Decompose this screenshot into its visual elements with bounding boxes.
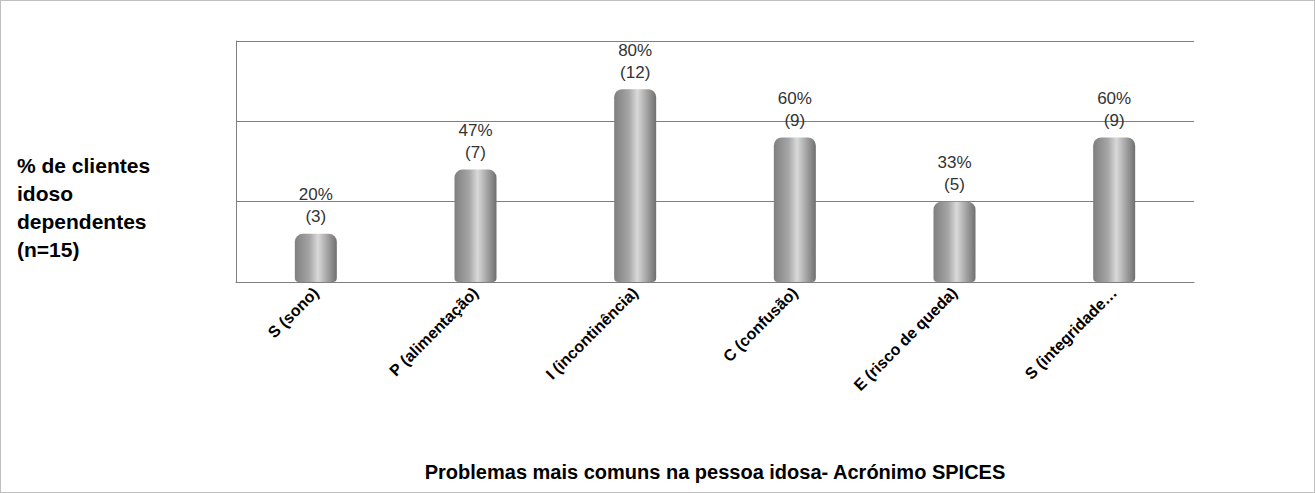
svg-text:(n=15): (n=15) [17, 238, 79, 261]
svg-text:S (sono): S (sono) [265, 284, 322, 341]
svg-text:P (alimentação): P (alimentação) [386, 284, 481, 379]
svg-text:(3): (3) [305, 207, 326, 226]
svg-text:47%: 47% [458, 121, 492, 140]
svg-text:idoso: idoso [17, 182, 73, 205]
svg-text:33%: 33% [937, 153, 971, 172]
svg-text:60%: 60% [1097, 89, 1131, 108]
svg-text:(9): (9) [784, 111, 805, 130]
svg-text:I (incontinência): I (incontinência) [542, 284, 641, 383]
svg-text:(9): (9) [1104, 111, 1125, 130]
svg-text:(5): (5) [944, 175, 965, 194]
svg-text:20%: 20% [299, 185, 333, 204]
svg-text:C (confusão): C (confusão) [720, 284, 801, 365]
svg-text:80%: 80% [618, 41, 652, 60]
svg-text:S (integridade…: S (integridade… [1021, 284, 1120, 383]
svg-text:(12): (12) [620, 63, 650, 82]
svg-text:60%: 60% [778, 89, 812, 108]
svg-text:% de clientes: % de clientes [17, 154, 150, 177]
svg-text:dependentes: dependentes [17, 210, 147, 233]
svg-text:E (risco de queda): E (risco de queda) [851, 284, 961, 394]
svg-text:Problemas mais comuns na pesso: Problemas mais comuns na pessoa idosa- A… [425, 461, 1006, 483]
svg-text:(7): (7) [465, 143, 486, 162]
